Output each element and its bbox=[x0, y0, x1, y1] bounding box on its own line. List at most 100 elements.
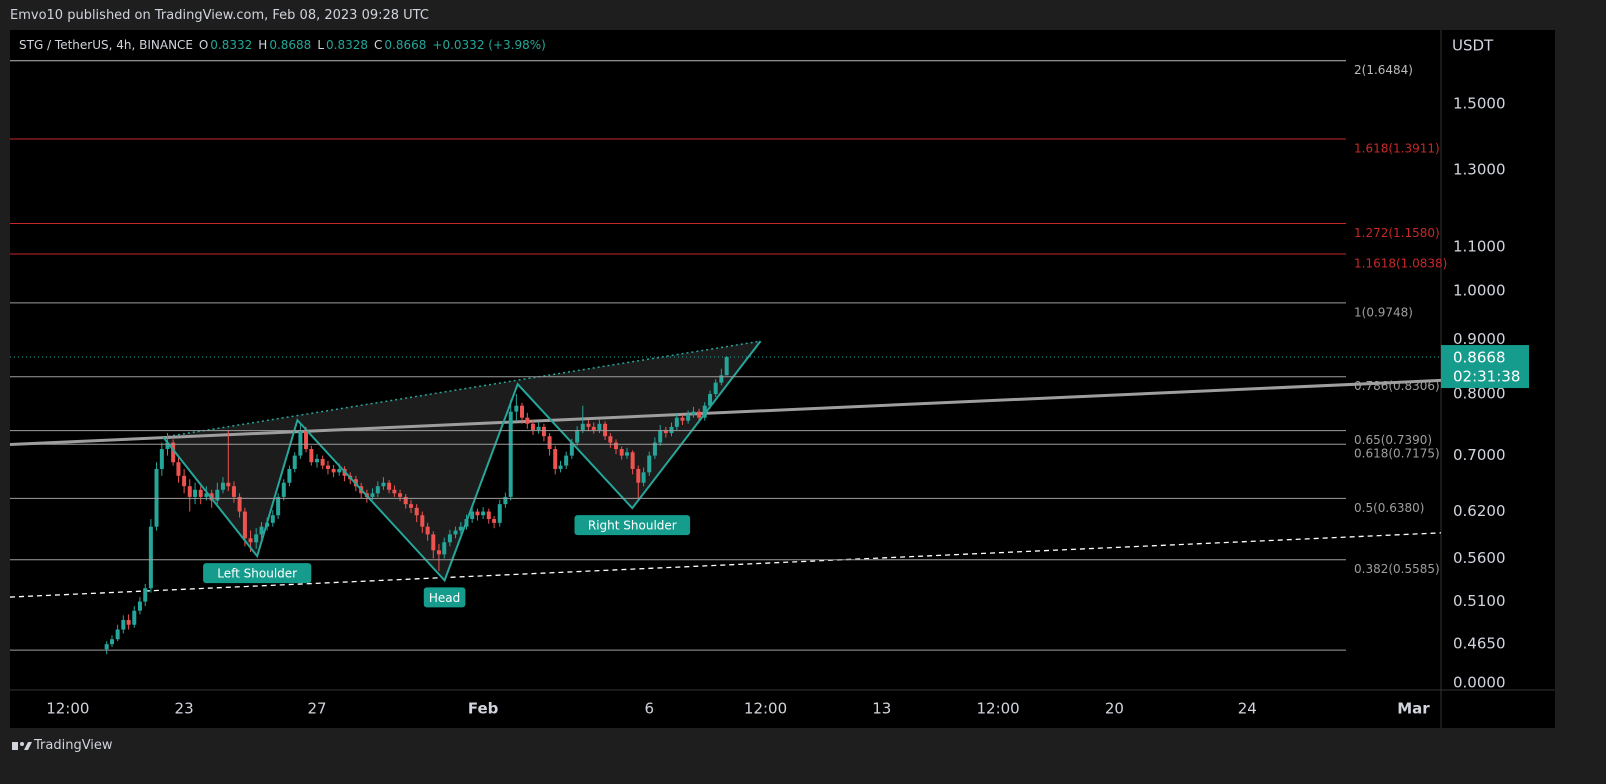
candle-body bbox=[259, 526, 264, 535]
candle-body bbox=[287, 468, 292, 483]
candle-body bbox=[447, 534, 452, 543]
candle-body bbox=[143, 588, 148, 602]
candle-body bbox=[198, 489, 203, 497]
candle-body bbox=[641, 472, 646, 483]
x-tick-label: Feb bbox=[468, 700, 499, 718]
annotation-box bbox=[423, 587, 466, 608]
candle-body bbox=[159, 449, 164, 469]
candle-body bbox=[686, 414, 691, 421]
candle-body bbox=[547, 436, 552, 450]
annotation: Head bbox=[429, 591, 460, 605]
candle-body bbox=[558, 465, 563, 469]
fib-label: 0.618(0.7175) bbox=[1354, 447, 1440, 461]
candle-body bbox=[215, 489, 220, 501]
candle-body bbox=[110, 639, 115, 645]
candle-body bbox=[719, 375, 724, 383]
candle-body bbox=[436, 550, 441, 555]
logo bbox=[12, 742, 32, 750]
candle-body bbox=[314, 458, 319, 463]
candle-body bbox=[503, 496, 508, 505]
ohlc-value: 0.8688 bbox=[269, 38, 312, 52]
candle-body bbox=[614, 442, 619, 450]
candle-body bbox=[298, 429, 303, 456]
fib-label: 1.1618(1.0838) bbox=[1354, 257, 1447, 271]
y-tick-label: 0.5600 bbox=[1453, 549, 1506, 567]
candle-body bbox=[603, 423, 608, 437]
brand: TradingView bbox=[34, 738, 113, 753]
candle-body bbox=[409, 504, 414, 508]
fib-label: 1.618(1.3911) bbox=[1354, 141, 1440, 155]
candle-body bbox=[492, 519, 497, 523]
candle-body bbox=[508, 411, 513, 497]
candle-body bbox=[165, 442, 170, 450]
candle-body bbox=[126, 620, 131, 625]
y-tick-label: 0.9000 bbox=[1453, 330, 1506, 348]
candle-body bbox=[636, 468, 641, 483]
candle-body bbox=[154, 468, 159, 527]
candle-body bbox=[276, 496, 281, 516]
candle-body bbox=[171, 442, 176, 463]
candle-body bbox=[187, 486, 192, 497]
x-tick-label: 23 bbox=[175, 700, 194, 718]
candle-body bbox=[242, 511, 247, 539]
candle-body bbox=[209, 493, 214, 501]
annotation: Left Shoulder bbox=[217, 567, 297, 581]
candle-body bbox=[182, 475, 187, 487]
candle-body bbox=[674, 417, 679, 427]
currency: USDT bbox=[1452, 37, 1494, 55]
candle-body bbox=[132, 610, 137, 625]
last-price-tag bbox=[1441, 345, 1529, 389]
candle-body bbox=[248, 538, 253, 543]
candle-body bbox=[530, 423, 535, 430]
ohlc-value: 0.8668 bbox=[384, 38, 427, 52]
candle-body bbox=[370, 493, 375, 497]
candle-body bbox=[702, 405, 707, 418]
candle-body bbox=[292, 455, 297, 469]
trendline bbox=[10, 378, 1441, 447]
fib-label: 0.65(0.7390) bbox=[1354, 433, 1432, 447]
candle-body bbox=[724, 357, 729, 376]
candle-body bbox=[569, 442, 574, 456]
candle-body bbox=[193, 489, 198, 497]
candle-body bbox=[176, 462, 181, 476]
candle-body bbox=[691, 411, 696, 415]
time-axis bbox=[10, 690, 1555, 728]
countdown: 02:31:38 bbox=[1453, 368, 1520, 386]
candle-body bbox=[148, 526, 153, 589]
y-tick-label: 1.3000 bbox=[1453, 161, 1506, 179]
candle-body bbox=[137, 601, 142, 611]
change: +0.0332 (+3.98%) bbox=[432, 38, 546, 52]
candle-body bbox=[325, 465, 330, 469]
candle-body bbox=[658, 429, 663, 443]
y-tick-label: 0.4650 bbox=[1453, 635, 1506, 653]
candle-body bbox=[486, 511, 491, 520]
candle-body bbox=[663, 429, 668, 434]
x-tick-label: 27 bbox=[307, 700, 326, 718]
candle-body bbox=[453, 530, 458, 535]
candle-body bbox=[619, 449, 624, 456]
plot bbox=[10, 340, 1441, 655]
candle-body bbox=[591, 426, 596, 430]
fib-label: 2(1.6484) bbox=[1354, 63, 1413, 77]
fib-label: 0.786(0.8306) bbox=[1354, 379, 1440, 393]
candle-body bbox=[608, 436, 613, 443]
pattern-area bbox=[163, 341, 761, 581]
fib-label: 0.382(0.5585) bbox=[1354, 562, 1440, 576]
ohlc-label: C bbox=[374, 38, 383, 52]
candle-body bbox=[553, 449, 558, 469]
candle-body bbox=[630, 452, 635, 469]
candle-body bbox=[624, 452, 629, 456]
y-tick-label: 0.8000 bbox=[1453, 385, 1506, 403]
candle-body bbox=[375, 486, 380, 494]
x-tick-label: 12:00 bbox=[744, 700, 787, 718]
candle-body bbox=[331, 468, 336, 473]
x-tick-label: 13 bbox=[872, 700, 891, 718]
candle-body bbox=[475, 511, 480, 516]
candle-body bbox=[392, 489, 397, 494]
candle-body bbox=[680, 417, 685, 421]
x-tick-label: Mar bbox=[1397, 700, 1430, 718]
fib-label: 1.272(1.1580) bbox=[1354, 226, 1440, 240]
candle-body bbox=[398, 493, 403, 497]
